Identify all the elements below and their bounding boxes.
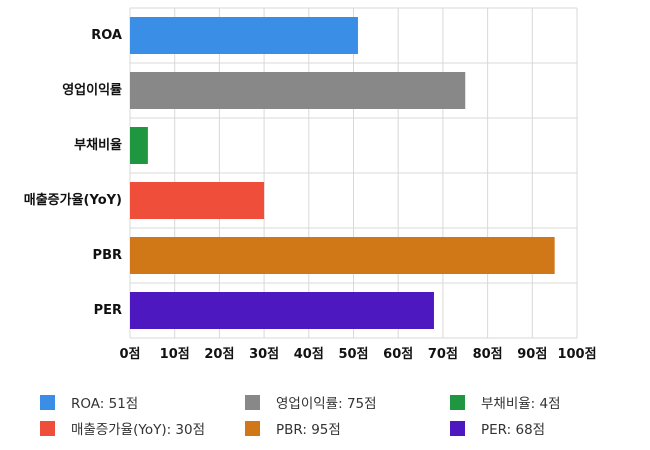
x-tick-label: 80점 (473, 347, 503, 362)
grid-lines (129, 7, 578, 339)
x-tick-label: 90점 (517, 347, 547, 362)
legend-item: 영업이익률: 75점 (245, 392, 377, 412)
x-tick-label: 10점 (160, 347, 190, 362)
category-label: ROA (91, 28, 122, 43)
legend-item: PBR: 95점 (245, 418, 341, 438)
legend-label: 부채비율: 4점 (481, 396, 561, 412)
legend-label: PER: 68점 (481, 422, 546, 438)
category-label: 매출증가율(YoY) (24, 192, 122, 208)
x-tick-label: 70점 (428, 347, 458, 362)
x-tick-label: 20점 (204, 347, 234, 362)
x-tick-label: 40점 (294, 347, 324, 362)
legend-label: PBR: 95점 (276, 422, 341, 438)
legend-item: 매출증가율(YoY): 30점 (40, 418, 205, 438)
x-tick-label: 0점 (119, 347, 140, 362)
bar (130, 237, 555, 274)
legend-label: 영업이익률: 75점 (276, 396, 377, 412)
legend-swatch (245, 394, 260, 410)
bar (130, 127, 148, 164)
legend-item: 부채비율: 4점 (450, 392, 561, 412)
bars (130, 17, 555, 329)
legend-swatch (450, 394, 465, 410)
bar (130, 17, 358, 54)
legend-label: ROA: 51점 (71, 396, 139, 412)
x-axis-ticks: 0점 10점 20점 30점 40점 50점 60점 70점 80점 90점 100점 (119, 347, 596, 362)
bar (130, 72, 466, 109)
legend-item: ROA: 51점 (40, 392, 138, 412)
legend-swatch (40, 394, 55, 410)
legend-swatch (40, 420, 55, 436)
legend-swatch (245, 420, 260, 436)
x-tick-label: 30점 (249, 347, 279, 362)
legend-swatch (450, 420, 465, 436)
bar (130, 182, 265, 219)
x-tick-label: 100점 (557, 347, 596, 362)
x-tick-label: 50점 (338, 347, 368, 362)
category-label: 부채비율 (74, 137, 122, 153)
legend-label: 매출증가율(YoY): 30점 (71, 422, 206, 438)
x-tick-label: 60점 (383, 347, 413, 362)
legend-item: PER: 68점 (450, 418, 545, 438)
bar (130, 292, 434, 329)
category-label: PBR (93, 248, 122, 263)
category-label: 영업이익률 (62, 82, 122, 98)
category-label: PER (94, 303, 122, 318)
